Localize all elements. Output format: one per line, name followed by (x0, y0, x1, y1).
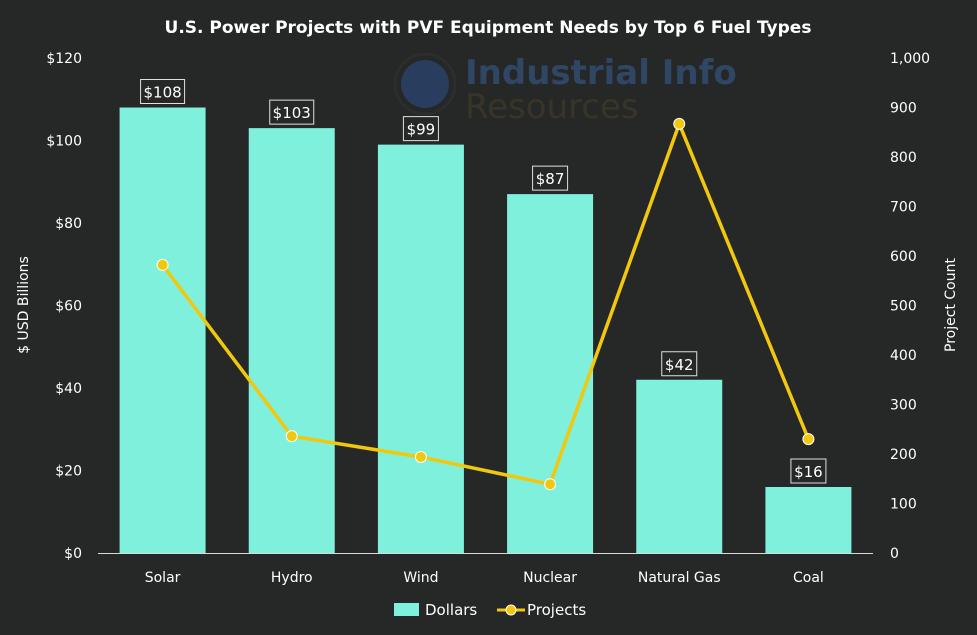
data-label-box (140, 79, 186, 104)
legend-label-projects: Projects (527, 601, 586, 619)
y2-tick-label: 300 (890, 398, 917, 414)
watermark-text-line1: Industrial Info (465, 53, 737, 93)
y2-tick-label: 900 (890, 101, 917, 117)
data-label-box (790, 458, 827, 484)
y2-tick-label: 200 (890, 447, 917, 463)
projects-point (414, 450, 427, 463)
y2-tick-label: 1,000 (890, 51, 930, 67)
data-label: $103 (273, 104, 311, 122)
bar-coal (765, 487, 852, 553)
data-label-box (269, 99, 315, 125)
globe-icon (401, 60, 449, 108)
bar-nuclear (507, 194, 594, 553)
x-tick-label: Natural Gas (638, 570, 721, 586)
projects-point (544, 478, 557, 491)
y2-tick-label: 500 (890, 299, 917, 315)
legend-swatch-dollars (394, 603, 419, 616)
data-label: $42 (665, 356, 694, 374)
y-axis-label: $ USD Billions (16, 256, 32, 354)
x-tick-label: Nuclear (523, 570, 577, 586)
y2-tick-label: 600 (890, 249, 917, 265)
y-tick-label: $0 (64, 546, 82, 562)
data-label-box (661, 351, 698, 377)
legend-label-dollars: Dollars (425, 601, 477, 619)
legend: Dollars Projects (394, 601, 586, 619)
legend-marker-projects (505, 604, 517, 616)
x-tick-label: Coal (793, 570, 824, 586)
y2-axis-label: Project Count (943, 258, 959, 352)
y-tick-label: $80 (55, 216, 82, 232)
y2-tick-label: 800 (890, 150, 917, 166)
globe-ring (393, 52, 457, 116)
projects-point (156, 258, 169, 271)
watermark-text-line2: Resources (465, 87, 639, 127)
y2-tick-label: 700 (890, 200, 917, 216)
y-tick-label: $20 (55, 464, 82, 480)
x-tick-label: Wind (403, 570, 438, 586)
x-tick-label: Solar (145, 570, 181, 586)
y-tick-label: $60 (55, 299, 82, 315)
projects-point (285, 430, 298, 443)
bar-hydro (248, 128, 335, 553)
data-label: $16 (794, 463, 823, 481)
data-label: $108 (143, 84, 181, 102)
projects-point (673, 117, 686, 130)
bar-solar (119, 107, 206, 553)
watermark-logo: Industrial Info Resources (393, 52, 737, 127)
projects-point (802, 433, 815, 446)
y2-tick-label: 0 (890, 546, 899, 562)
y-tick-label: $40 (55, 381, 82, 397)
y-tick-label: $120 (46, 51, 82, 67)
x-tick-label: Hydro (271, 570, 313, 586)
projects-line (161, 118, 811, 487)
data-label-box (402, 116, 439, 142)
chart-title: U.S. Power Projects with PVF Equipment N… (165, 18, 812, 38)
data-label-box (532, 165, 569, 191)
y-tick-label: $100 (46, 134, 82, 150)
bar-natural-gas (636, 379, 723, 553)
data-label: $87 (536, 170, 565, 188)
data-label: $99 (407, 121, 436, 139)
bar-wind (377, 144, 464, 553)
y2-tick-label: 100 (890, 497, 917, 513)
y2-tick-label: 400 (890, 348, 917, 364)
